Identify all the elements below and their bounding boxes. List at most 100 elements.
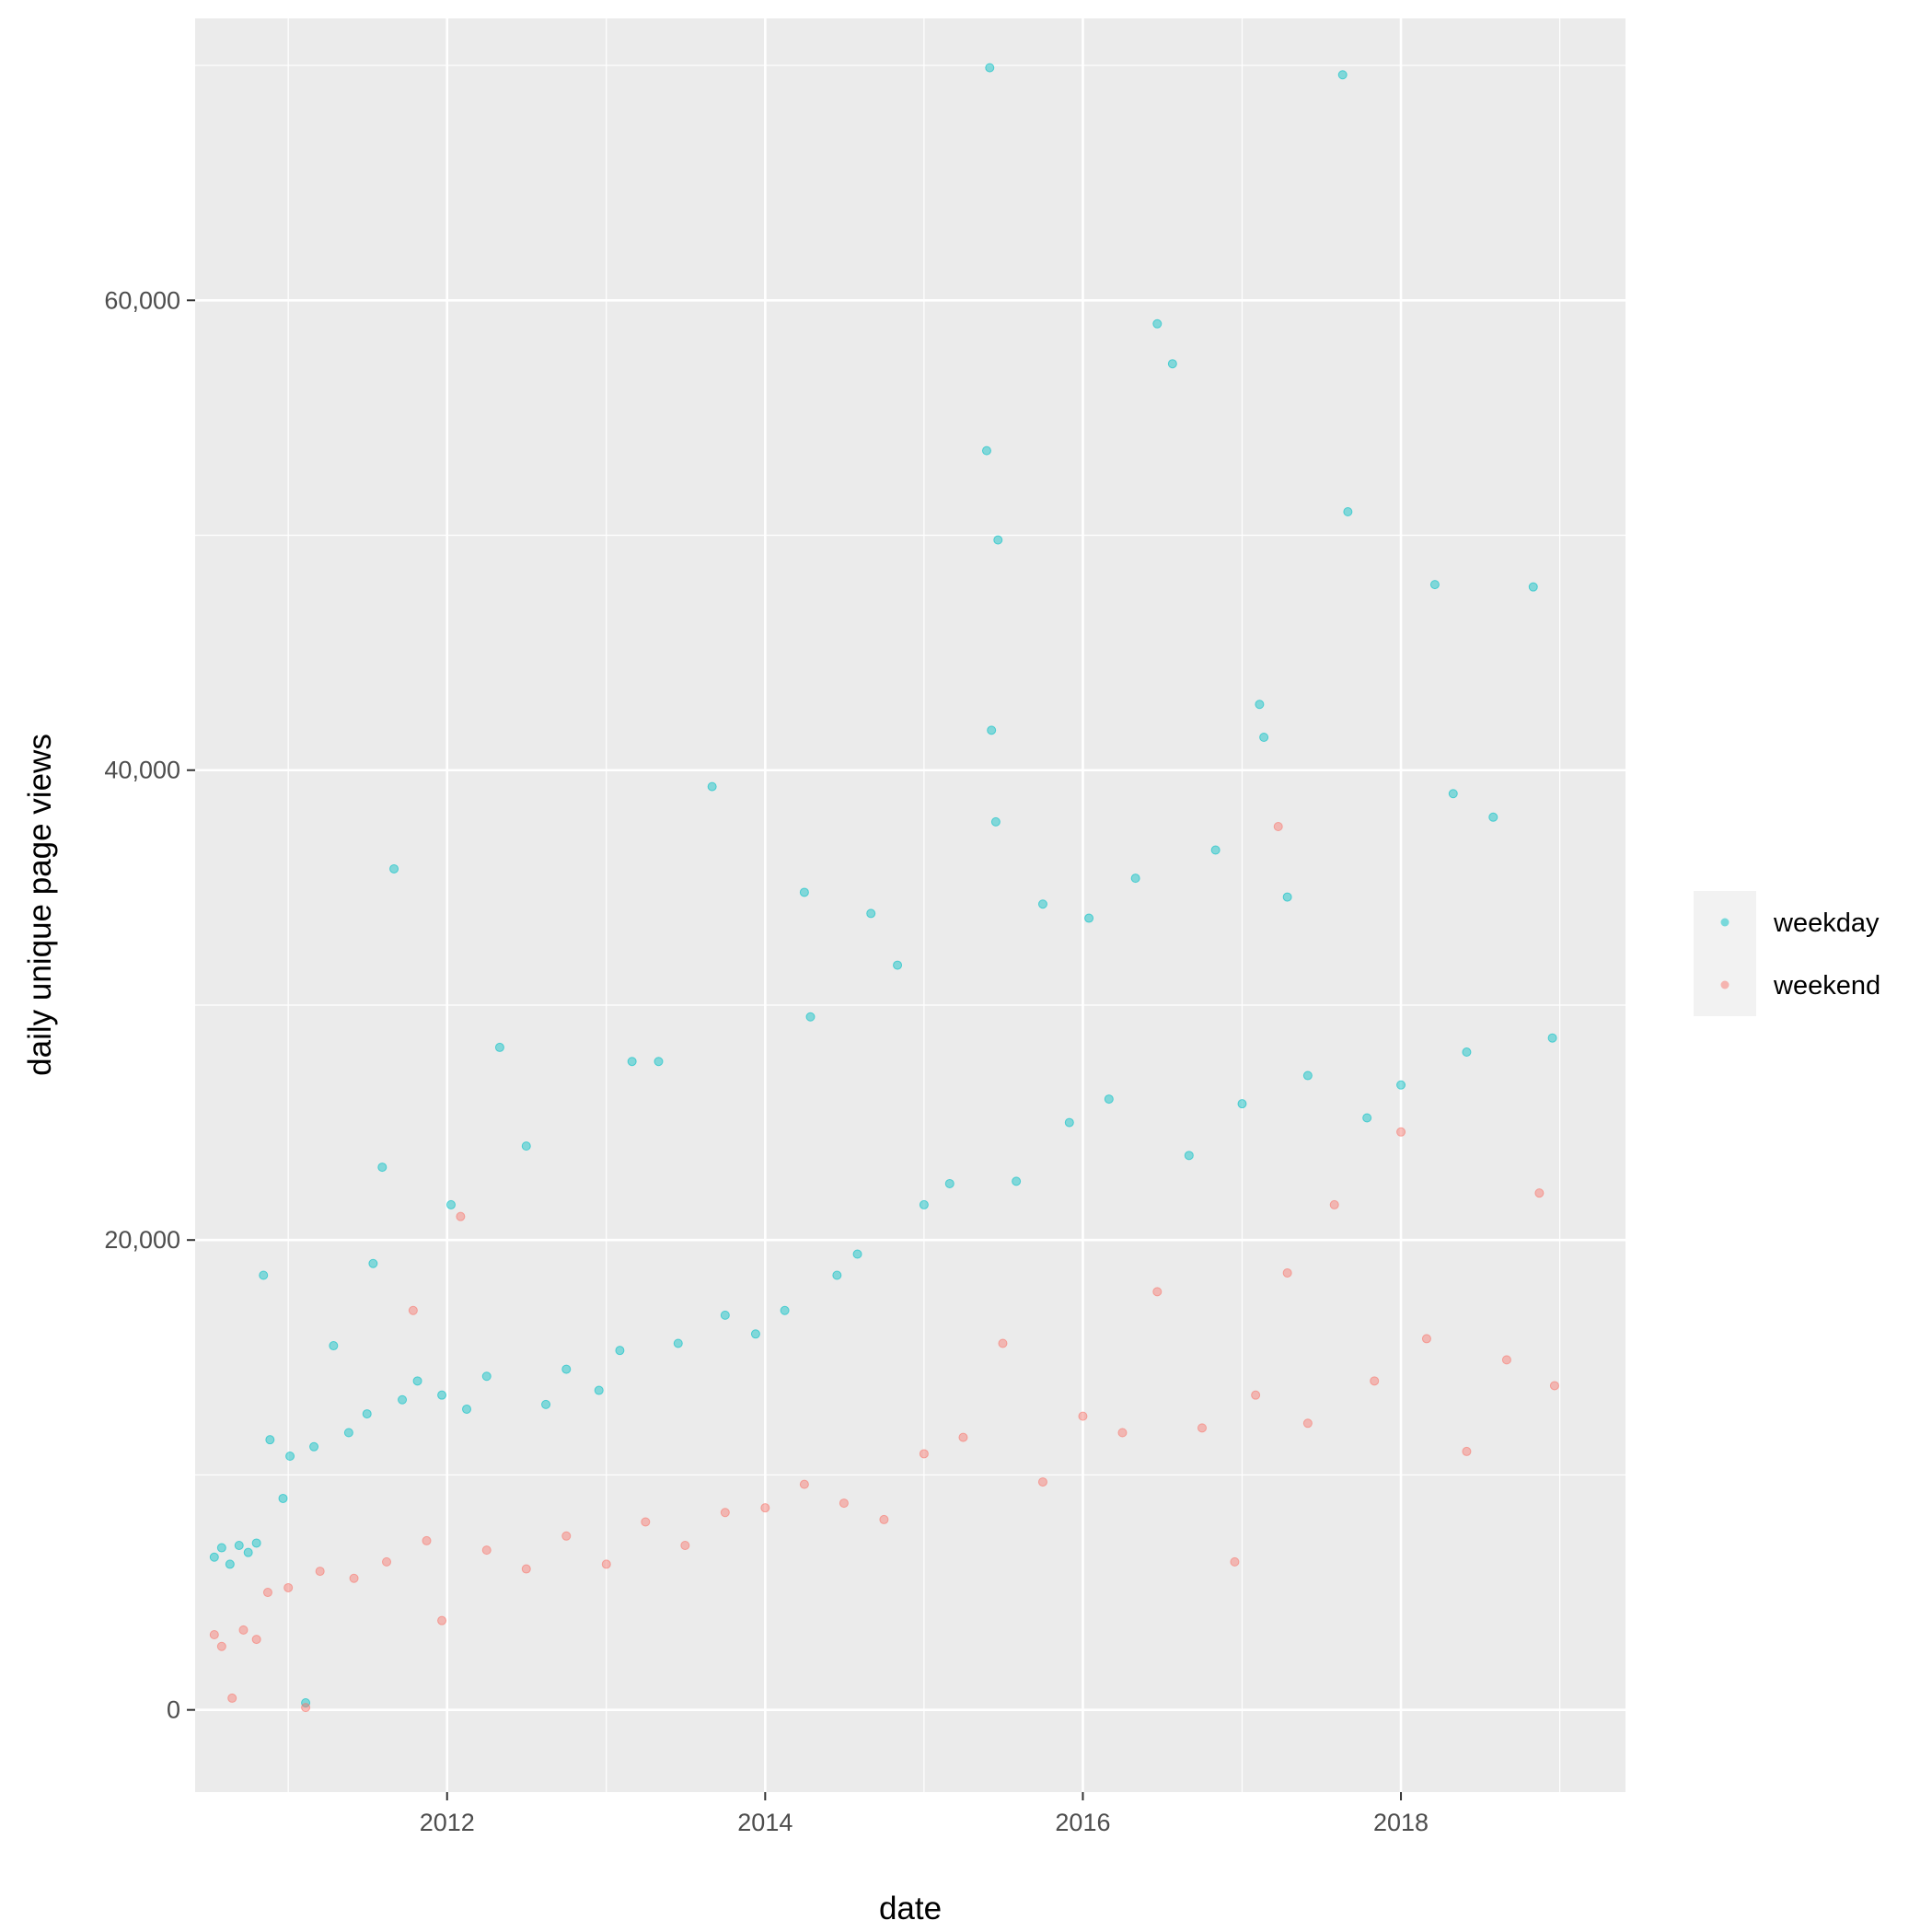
data-point: [1462, 1446, 1472, 1456]
data-point: [1337, 70, 1348, 80]
data-point: [1037, 1477, 1047, 1487]
data-point: [422, 1535, 432, 1545]
data-point: [301, 1703, 311, 1713]
data-point: [1488, 812, 1498, 822]
data-point: [227, 1693, 237, 1703]
data-point: [329, 1341, 339, 1351]
data-point: [1237, 1099, 1247, 1109]
data-point: [225, 1559, 235, 1569]
data-point: [561, 1531, 572, 1541]
data-point: [707, 781, 717, 792]
data-point: [1429, 580, 1440, 590]
data-point: [1104, 1094, 1114, 1105]
data-point: [362, 1409, 372, 1419]
data-point: [1329, 1199, 1339, 1209]
x-axis-title: date: [879, 1891, 942, 1926]
data-point: [1184, 1151, 1194, 1161]
data-point: [481, 1371, 492, 1382]
data-point: [832, 1270, 842, 1280]
data-point: [349, 1573, 359, 1583]
data-point: [1084, 913, 1094, 923]
data-point: [1501, 1355, 1511, 1365]
data-point: [852, 1249, 862, 1259]
data-point: [209, 1552, 219, 1562]
data-point: [262, 1588, 272, 1598]
data-point: [799, 887, 809, 897]
data-point: [216, 1641, 226, 1651]
data-point: [1152, 1287, 1163, 1297]
data-point: [389, 863, 399, 873]
data-point: [1230, 1556, 1240, 1567]
major-gridlines: [195, 18, 1625, 1792]
data-point: [301, 1698, 311, 1708]
data-point: [990, 816, 1001, 827]
data-point: [981, 445, 991, 456]
data-point: [1117, 1428, 1128, 1438]
y-tick-label: 0: [167, 1696, 180, 1724]
data-point: [760, 1503, 770, 1513]
data-point: [1197, 1423, 1207, 1433]
legend: weekday weekend: [1694, 891, 1880, 1016]
data-point: [412, 1376, 422, 1386]
data-point: [993, 535, 1003, 545]
data-point: [1152, 318, 1163, 329]
y-tick-label: 60,000: [104, 286, 180, 314]
data-point: [398, 1394, 408, 1405]
data-point: [259, 1270, 269, 1280]
data-point: [368, 1258, 378, 1268]
data-point: [209, 1629, 219, 1639]
data-point: [615, 1346, 625, 1356]
data-point: [437, 1390, 447, 1400]
data-point: [839, 1498, 849, 1509]
data-point: [445, 1199, 456, 1209]
x-tick-label: 2014: [737, 1809, 792, 1836]
x-tick-label: 2012: [420, 1809, 475, 1836]
data-point: [1037, 899, 1047, 909]
data-point: [1078, 1411, 1088, 1421]
data-point: [541, 1399, 551, 1409]
data-point: [866, 908, 876, 919]
data-point: [1012, 1176, 1022, 1186]
data-point: [944, 1178, 954, 1188]
data-point: [251, 1538, 261, 1548]
data-point: [998, 1338, 1008, 1348]
data-point: [481, 1545, 492, 1556]
data-point: [799, 1479, 809, 1489]
data-point: [673, 1338, 683, 1348]
data-point: [462, 1404, 472, 1414]
data-point: [1302, 1070, 1313, 1081]
tick-labels: 0 20,000 40,000 60,000 2012 2014 2016 2018: [104, 286, 1429, 1836]
data-point: [1064, 1117, 1074, 1128]
data-point: [1259, 733, 1269, 743]
data-point: [494, 1042, 504, 1052]
data-point: [283, 1582, 294, 1592]
data-point: [1302, 1418, 1313, 1429]
x-tick-label: 2016: [1055, 1809, 1110, 1836]
data-point: [919, 1449, 929, 1459]
data-point: [1251, 1390, 1261, 1400]
data-point: [1343, 506, 1353, 516]
data-point: [780, 1305, 790, 1315]
data-point: [987, 725, 997, 735]
x-tick-label: 2018: [1373, 1809, 1429, 1836]
data-point: [1273, 821, 1283, 831]
data-point: [1549, 1381, 1559, 1391]
data-point: [285, 1452, 295, 1462]
legend-key-weekend-swatch: [1720, 980, 1730, 989]
data-point: [1210, 845, 1221, 855]
data-point: [720, 1310, 730, 1320]
data-point: [720, 1508, 730, 1518]
data-point: [1255, 700, 1265, 710]
data-point: [216, 1543, 226, 1553]
data-point: [1421, 1334, 1431, 1344]
data-point: [1534, 1188, 1544, 1198]
data-point: [234, 1541, 244, 1551]
data-point: [1167, 359, 1177, 369]
data-point: [1396, 1127, 1406, 1137]
data-point: [919, 1199, 929, 1209]
legend-label-weekday: weekday: [1773, 908, 1880, 938]
data-point: [1282, 1267, 1292, 1278]
data-point: [265, 1435, 275, 1445]
data-point: [251, 1635, 261, 1645]
